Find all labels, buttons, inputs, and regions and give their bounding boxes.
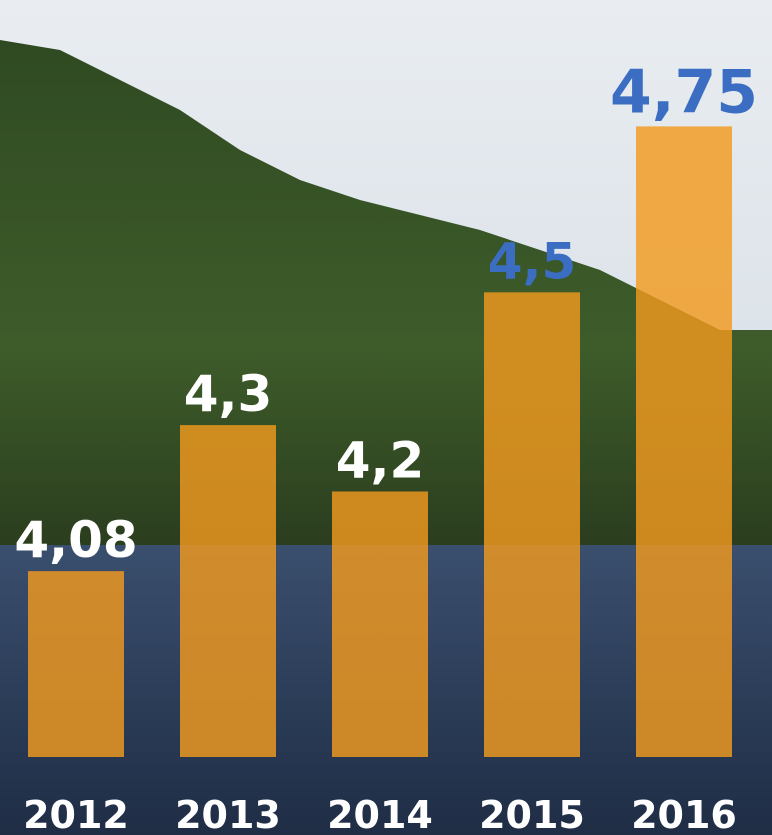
value-label: 4,5 [488, 232, 577, 290]
x-tick-label: 2012 [23, 793, 129, 835]
value-label: 4,2 [336, 431, 425, 489]
bar [180, 425, 276, 757]
x-tick-label: 2014 [327, 793, 433, 835]
value-label: 4,75 [610, 57, 758, 127]
bar [484, 292, 580, 757]
x-tick-label: 2016 [631, 793, 737, 835]
value-label: 4,3 [184, 365, 273, 423]
bar [332, 491, 428, 757]
value-label: 4,08 [14, 511, 137, 569]
bar [636, 126, 732, 757]
x-tick-label: 2013 [175, 793, 281, 835]
bar [28, 571, 124, 757]
plot-area: 4,08 2012 4,3 2013 4,2 2014 4,5 2015 4,75 2016 [14, 57, 758, 835]
x-tick-label: 2015 [479, 793, 585, 835]
